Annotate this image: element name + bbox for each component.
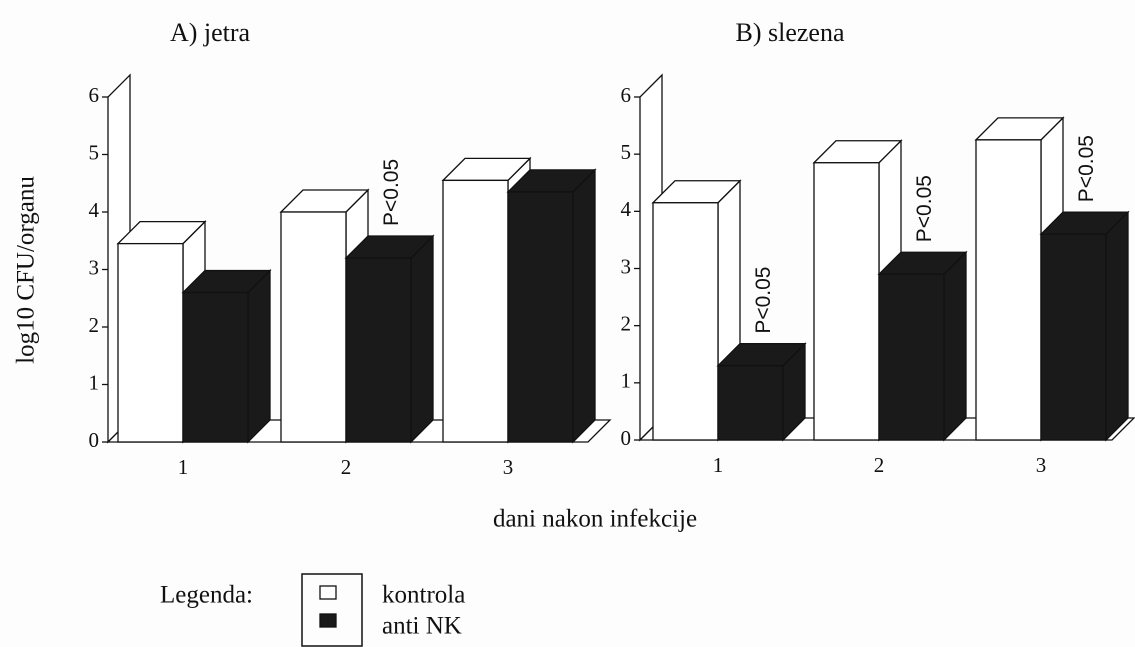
- y-tick-label: 0: [89, 428, 100, 452]
- bar-side: [572, 168, 596, 444]
- bar: [975, 139, 1042, 441]
- y-tick-label: 0: [621, 426, 632, 450]
- bar-side: [943, 250, 967, 442]
- bar: [182, 291, 249, 443]
- y-tick-label: 1: [89, 370, 100, 394]
- bar: [507, 191, 574, 443]
- bar: [717, 365, 784, 441]
- bar: [813, 162, 880, 441]
- y-tick-label: 2: [621, 311, 632, 335]
- y-tick-label: 2: [89, 313, 100, 337]
- x-tick-label: 1: [713, 453, 724, 477]
- y-tick-label: 3: [89, 255, 100, 279]
- annotation: P<0.05: [752, 267, 775, 334]
- x-tick-label: 2: [341, 455, 352, 479]
- y-tick-label: 5: [89, 140, 100, 164]
- chart-title: B) slezena: [735, 18, 844, 47]
- x-tick-label: 3: [1036, 453, 1047, 477]
- x-axis-label: dani nakon infekcije: [493, 506, 697, 533]
- y-tick-label: 4: [621, 197, 632, 221]
- y-tick-label: 3: [621, 254, 632, 278]
- bar: [878, 273, 945, 441]
- bar: [117, 242, 184, 443]
- y-axis-label: log10 CFU/organu: [13, 176, 40, 364]
- annotation: P<0.05: [913, 175, 936, 242]
- y-tick-label: 5: [621, 140, 632, 164]
- chart-title: A) jetra: [170, 18, 251, 47]
- y-tick-label: 6: [89, 83, 100, 107]
- x-tick-label: 2: [874, 453, 885, 477]
- bar-side: [1105, 210, 1129, 442]
- legend-swatch: [319, 585, 337, 600]
- legend-swatch: [319, 613, 337, 628]
- bar: [652, 202, 719, 441]
- legend-label: kontrola: [382, 582, 465, 609]
- legend-label: anti NK: [382, 613, 462, 640]
- annotation: P<0.05: [1075, 135, 1098, 202]
- y-tick-label: 1: [621, 369, 632, 393]
- legend-box: [301, 573, 363, 647]
- annotation: P<0.05: [380, 159, 403, 226]
- bar-side: [410, 234, 434, 444]
- bar: [345, 257, 412, 443]
- bar-side: [247, 268, 271, 444]
- bar: [1040, 233, 1107, 441]
- x-tick-label: 1: [178, 455, 189, 479]
- y-tick-label: 6: [621, 83, 632, 107]
- bar: [442, 179, 509, 443]
- x-tick-label: 3: [503, 455, 514, 479]
- y-tick-label: 4: [89, 198, 100, 222]
- legend-title: Legenda:: [160, 582, 253, 609]
- bar: [280, 211, 347, 443]
